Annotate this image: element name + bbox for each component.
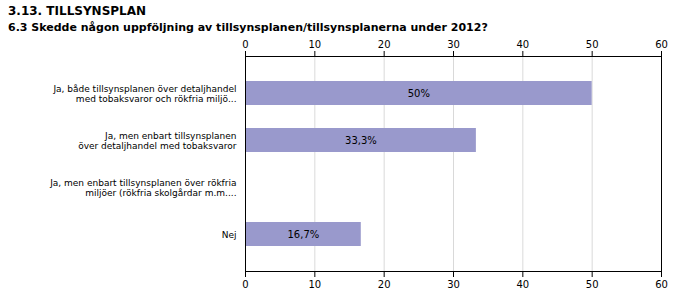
- svg-text:Ja, men enbart tillsynsplanenö: Ja, men enbart tillsynsplanenöver detalj…: [78, 131, 237, 151]
- svg-text:33,3%: 33,3%: [345, 135, 377, 146]
- svg-text:50: 50: [586, 279, 599, 290]
- svg-text:20: 20: [378, 279, 391, 290]
- svg-text:10: 10: [308, 279, 321, 290]
- svg-text:50: 50: [586, 39, 599, 50]
- svg-text:Ja, både tillsynsplanen över d: Ja, både tillsynsplanen över detaljhande…: [52, 84, 236, 104]
- svg-text:50%: 50%: [408, 88, 430, 99]
- html-text:6.3 Skedde någon uppföljning a: 6.3 Skedde någon uppföljning av tillsyns…: [8, 21, 488, 34]
- svg-text:0: 0: [242, 39, 248, 50]
- svg-text:30: 30: [447, 39, 460, 50]
- svg-text:30: 30: [447, 279, 460, 290]
- html-text:3.13. TILLSYNSPLAN: 3.13. TILLSYNSPLAN: [8, 4, 147, 18]
- svg-text:0: 0: [242, 279, 248, 290]
- svg-text:10: 10: [308, 39, 321, 50]
- svg-text:Ja, men enbart tillsynsplanen: Ja, men enbart tillsynsplanen över rökfr…: [49, 178, 236, 198]
- svg-text:60: 60: [655, 279, 668, 290]
- svg-text:20: 20: [378, 39, 391, 50]
- svg-text:40: 40: [516, 39, 529, 50]
- svg-text:60: 60: [655, 39, 668, 50]
- svg-text:Nej: Nej: [222, 230, 237, 240]
- svg-text:16,7%: 16,7%: [288, 229, 320, 240]
- svg-text:40: 40: [516, 279, 529, 290]
